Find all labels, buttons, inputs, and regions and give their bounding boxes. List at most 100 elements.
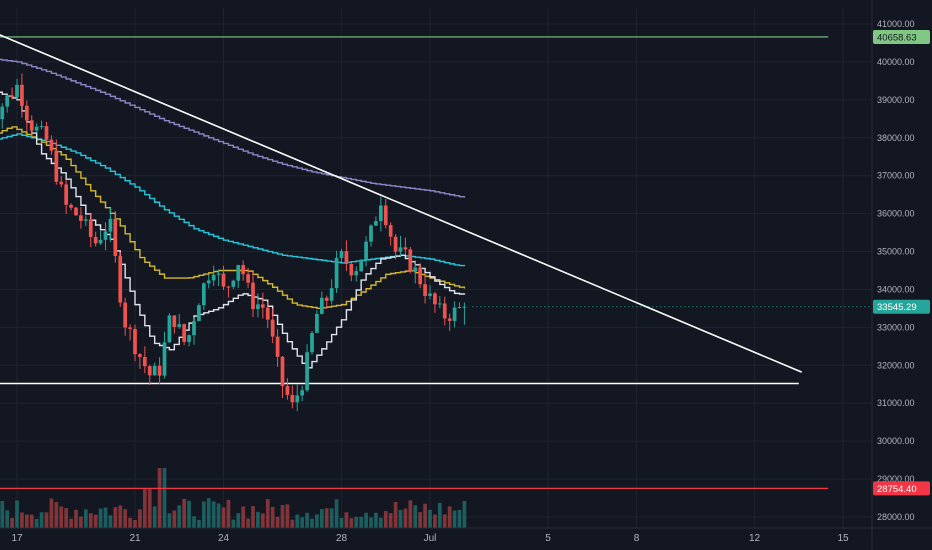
volume-bar [437,502,442,528]
volume-bar [20,512,24,528]
volume-bar [54,502,59,528]
candle-body [118,255,123,303]
volume-bar [10,518,14,528]
volume-bar [74,509,78,528]
volume-bar [216,503,221,528]
price-tick-label: 30000.00 [877,436,915,446]
volume-bar [378,517,383,528]
candle-body [0,106,5,120]
volume-bar [418,512,423,528]
time-tick-label: 28 [336,533,348,544]
volume-bar [221,507,226,528]
candle-body [374,221,378,226]
volume-bar [447,506,452,528]
candle-body [319,297,324,314]
volume-bar [295,514,300,528]
volume-bar [83,509,88,528]
volume-bar [0,500,5,528]
volume-bar [359,516,364,528]
candle-body [192,321,196,336]
candle-body [187,335,191,342]
volume-bar [5,510,10,528]
descending-trendline [0,34,803,373]
volume-bar [157,468,162,528]
price-axis[interactable]: 41000.00 40000.00 39000.00 38000.00 37000.00… [871,0,915,550]
candle-body [433,293,437,305]
candle-body [334,258,339,289]
volume-bar [88,513,93,528]
candlesticks [0,73,467,412]
volume-bar [103,507,108,528]
candle-body [447,318,452,321]
candle-body [369,225,373,242]
candle-body [428,293,432,296]
candle-body [393,236,398,252]
candle-body [403,247,408,250]
candle-body [54,150,59,182]
candle-body [300,390,305,396]
volume-bar [423,503,427,528]
volume-bar [344,512,349,528]
candle-body [418,267,423,285]
candle-body [147,366,152,376]
volume-bar [280,505,285,528]
price-tags: 40658.63 33545.29 28754.40 [873,29,930,496]
volume-bar [167,513,172,528]
volume-bar [457,509,462,528]
candle-body [442,303,447,319]
candle-body [413,267,418,272]
candle-body [280,356,285,387]
candle-body [408,249,413,272]
volume-bar [315,514,319,528]
volume-bar [147,488,152,528]
volume-bar [226,499,231,528]
volume-bar [319,509,324,528]
volume-bar [452,510,457,528]
price-tick-label: 33000.00 [877,322,915,332]
candle-body [39,126,44,128]
volume-bar [260,513,265,528]
candle-body [88,219,93,237]
time-axis[interactable]: 17 21 24 28 Jul 5 8 12 15 [0,527,932,544]
volume-bar [138,509,142,528]
candle-body [452,307,457,321]
volume-bar [142,488,147,528]
candle-body [305,352,309,391]
candle-body [437,303,442,305]
time-tick-label: 12 [749,533,761,544]
candle-body [83,219,88,221]
volume-bar [374,512,378,528]
candle-body [295,395,300,403]
volume-bar [118,505,123,528]
candle-body [349,263,354,276]
time-tick-label: 24 [218,533,230,544]
volume-bar [231,519,236,528]
candle-body [182,324,187,342]
volume-bar [15,500,19,528]
volume-bar [162,468,167,528]
ema-mid-line [0,126,466,309]
volume-bar [364,512,368,528]
volume-bar [300,517,305,528]
time-tick-label: 15 [837,533,849,544]
candle-body [167,315,172,343]
volume-bar [413,505,418,528]
candle-body [246,274,250,283]
candle-body [388,225,393,237]
candle-body [133,328,137,355]
volume-bar [398,509,403,528]
candle-body [15,84,19,98]
candle-body [329,288,334,301]
volume-bar [44,512,49,528]
volume-bar [393,502,398,528]
candle-body [177,324,182,327]
ema-fast-line [0,91,466,369]
volume-bar [128,517,132,528]
candle-body [64,184,69,205]
candle-body [285,386,290,395]
volume-bar [108,515,113,528]
time-tick-label: 17 [11,533,23,544]
time-tick-label: 5 [545,533,551,544]
volume-bar [211,501,216,528]
volume-bar [79,516,83,528]
